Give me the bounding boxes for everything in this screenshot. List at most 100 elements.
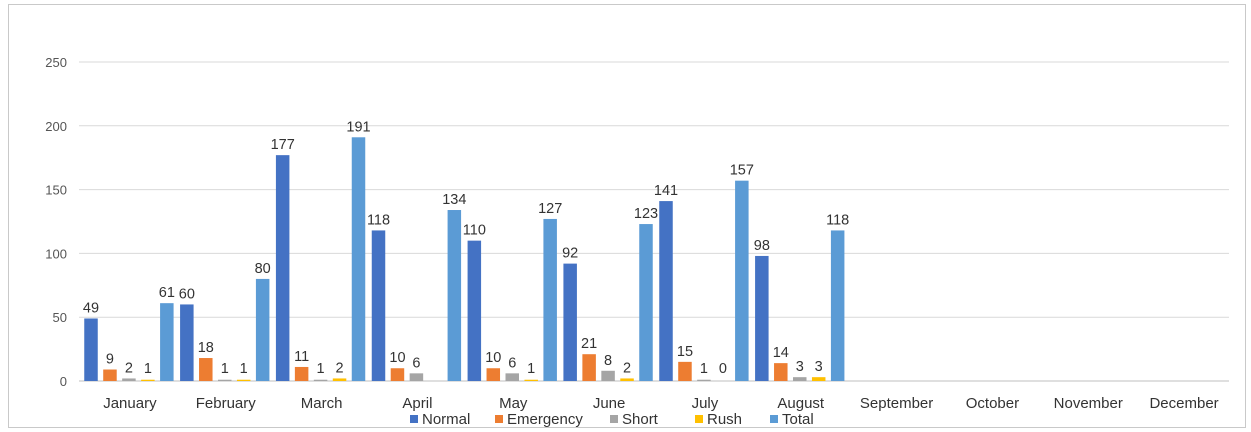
data-label: 123: [634, 206, 658, 222]
data-label: 157: [730, 163, 754, 179]
category-label: November: [1054, 395, 1123, 412]
bar-normal: [467, 240, 482, 381]
data-label: 6: [508, 355, 516, 371]
legend-label-emergency: Emergency: [507, 411, 583, 428]
bar-normal: [659, 201, 673, 381]
data-label: 9: [106, 352, 114, 368]
data-label: 1: [221, 361, 229, 377]
bar-total: [255, 278, 270, 381]
bar-total: [543, 218, 557, 381]
legend-swatch-rush: [695, 415, 703, 423]
category-label: March: [301, 395, 343, 412]
bar-total: [639, 224, 653, 381]
category-label: April: [402, 395, 432, 412]
legend-swatch-normal: [410, 415, 418, 423]
bar-total: [351, 137, 366, 381]
data-label: 177: [271, 137, 295, 153]
data-label: 3: [815, 359, 823, 375]
bar-rush: [524, 379, 538, 381]
gridlines: [79, 61, 1229, 382]
bar-emergency: [103, 369, 117, 381]
bar-short: [601, 370, 615, 381]
data-label: 2: [125, 360, 133, 376]
bar-emergency: [486, 368, 501, 381]
data-label: 10: [485, 350, 501, 366]
data-label: 10: [389, 350, 405, 366]
legend-swatch-short: [610, 415, 618, 423]
data-label: 60: [179, 286, 195, 302]
legend-label-rush: Rush: [707, 411, 742, 428]
bar-rush: [811, 377, 826, 381]
bar-rush: [236, 379, 251, 381]
category-label: June: [593, 395, 626, 412]
data-label: 134: [442, 192, 466, 208]
data-label: 21: [581, 336, 597, 352]
bar-rush: [141, 379, 155, 381]
data-label: 2: [336, 360, 344, 376]
y-tick-label: 150: [45, 183, 67, 198]
category-label: October: [966, 395, 1019, 412]
data-label: 92: [562, 246, 578, 262]
chart-frame: 0 50 100 150 200 250 49 9 2 1 61 60 18 1 1 80 177 11 1 2 19…: [8, 4, 1246, 428]
data-label: 18: [198, 340, 214, 356]
category-label: January: [103, 395, 157, 412]
x-axis-categories: January February March April May June July Augu…: [103, 395, 1218, 412]
bar-normal: [563, 263, 577, 381]
bar-normal: [371, 230, 386, 381]
legend-label-total: Total: [782, 411, 814, 428]
data-label: 80: [255, 261, 271, 277]
bar-short: [409, 373, 424, 381]
legend-swatch-emergency: [495, 415, 503, 423]
bar-emergency: [774, 363, 788, 381]
data-label: 98: [754, 238, 770, 254]
data-label: 15: [677, 344, 693, 360]
y-axis-ticks: 0 50 100 150 200 250: [45, 55, 67, 389]
data-label: 2: [623, 360, 631, 376]
y-tick-label: 50: [53, 310, 67, 325]
bar-short: [697, 379, 711, 381]
data-label: 1: [144, 361, 152, 377]
data-label: 11: [294, 349, 309, 365]
bar-normal: [84, 318, 98, 381]
data-label: 1: [317, 361, 325, 377]
data-label: 118: [826, 212, 849, 228]
data-label: 14: [773, 345, 789, 361]
data-label: 191: [346, 119, 370, 135]
category-label: July: [692, 395, 719, 412]
bar-rush: [332, 378, 347, 381]
data-label: 1: [700, 361, 708, 377]
legend: Normal Emergency Short Rush Total: [410, 411, 814, 428]
bar-total: [447, 210, 462, 381]
bar-emergency: [294, 366, 309, 381]
bar-normal: [275, 155, 290, 381]
bar-short: [218, 379, 232, 381]
category-label: September: [860, 395, 933, 412]
bars: [84, 137, 845, 381]
bar-short: [793, 377, 807, 381]
bar-emergency: [678, 361, 692, 381]
bar-emergency: [582, 354, 596, 381]
category-label: February: [196, 395, 257, 412]
data-label: 1: [527, 361, 535, 377]
bar-rush: [620, 378, 634, 381]
data-label: 61: [159, 285, 175, 301]
data-label: 141: [654, 183, 678, 199]
bar-short: [505, 373, 519, 381]
data-label: 110: [463, 223, 486, 239]
data-label: 8: [604, 353, 612, 369]
legend-swatch-total: [770, 415, 778, 423]
bar-short: [122, 378, 136, 381]
legend-label-normal: Normal: [422, 411, 470, 428]
category-label: August: [777, 395, 825, 412]
legend-label-short: Short: [622, 411, 659, 428]
y-tick-label: 250: [45, 55, 67, 70]
data-label: 6: [412, 355, 420, 371]
bar-short: [313, 379, 328, 381]
data-label: 49: [83, 300, 99, 316]
data-label: 127: [538, 201, 562, 217]
data-label: 3: [796, 359, 804, 375]
data-label: 1: [240, 361, 248, 377]
y-tick-label: 0: [60, 374, 67, 389]
